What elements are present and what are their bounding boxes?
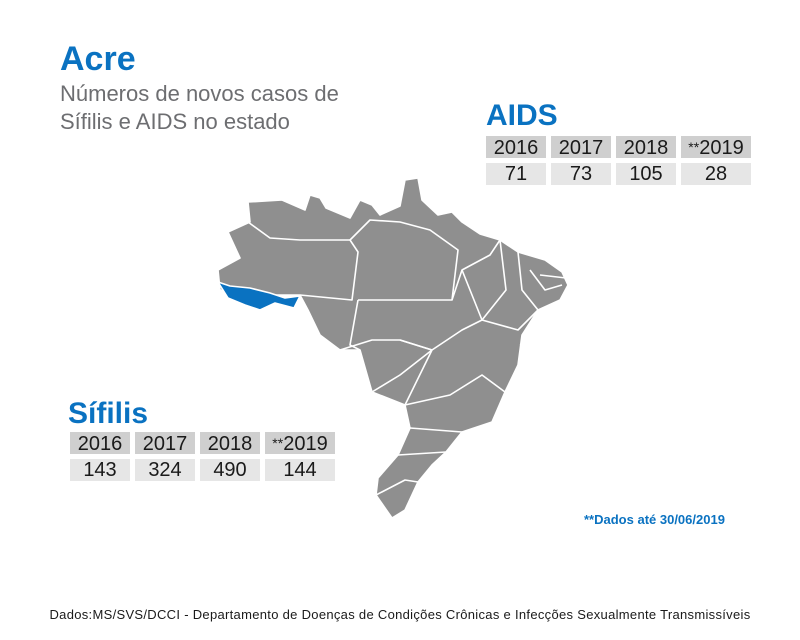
sifilis-value-2016: 143	[70, 459, 130, 481]
sifilis-value-2018: 490	[200, 459, 260, 481]
page-subtitle: Números de novos casos de Sífilis e AIDS…	[60, 81, 339, 134]
aids-year-2019: **2019	[681, 136, 751, 159]
page-title: Acre	[60, 40, 136, 78]
aids-value-2018: 105	[616, 163, 676, 185]
data-note: **Dados até 30/06/2019	[584, 512, 725, 527]
sifilis-value-2017: 324	[135, 459, 195, 481]
sifilis-year-2019: **2019	[265, 432, 335, 455]
acre-state-highlight	[217, 281, 301, 311]
sifilis-year-2018: 2018	[200, 432, 260, 455]
sifilis-year-2016: 2016	[70, 432, 130, 455]
aids-table: 2016 2017 2018 **2019 71 73 105 28	[486, 136, 751, 185]
brazil-map	[217, 177, 569, 519]
brazil-country-shape	[217, 177, 569, 519]
sifilis-year-2017: 2017	[135, 432, 195, 455]
aids-value-2019: 28	[681, 163, 751, 185]
aids-title: AIDS	[486, 99, 558, 132]
aids-value-2017: 73	[551, 163, 611, 185]
sifilis-table: 2016 2017 2018 **2019 143 324 490 144	[70, 432, 335, 481]
aids-year-2018: 2018	[616, 136, 676, 159]
source-footer: Dados:MS/SVS/DCCI - Departamento de Doen…	[49, 607, 751, 622]
aids-year-2017: 2017	[551, 136, 611, 159]
sifilis-title: Sífilis	[68, 397, 149, 430]
aids-value-2016: 71	[486, 163, 546, 185]
sifilis-value-2019: 144	[265, 459, 335, 481]
aids-year-2016: 2016	[486, 136, 546, 159]
